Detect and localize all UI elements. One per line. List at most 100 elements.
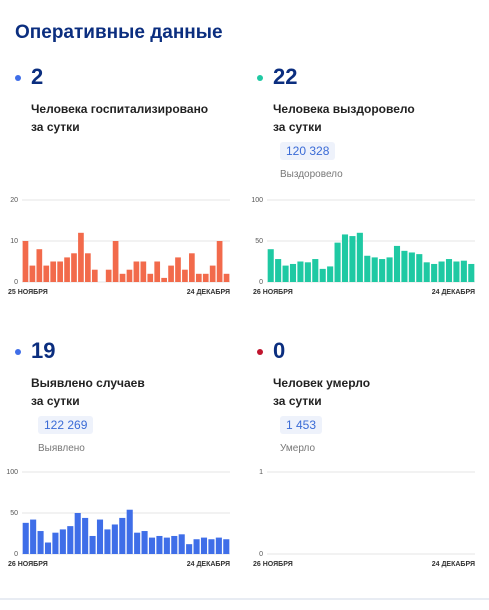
bar — [44, 542, 52, 554]
bar — [178, 534, 185, 554]
bar — [216, 241, 223, 282]
bar — [209, 265, 216, 282]
bottom-divider — [0, 598, 489, 600]
y-tick-label: 0 — [14, 551, 18, 558]
bar — [189, 253, 195, 282]
bar — [349, 236, 356, 282]
bar — [202, 273, 209, 282]
bar — [37, 531, 44, 554]
bar — [89, 535, 96, 554]
bar — [393, 245, 401, 282]
bar — [104, 529, 111, 554]
bar — [371, 257, 378, 282]
bar — [195, 273, 202, 282]
bar — [22, 241, 29, 282]
bar — [304, 262, 311, 282]
description-line-2: за сутки — [31, 120, 80, 134]
bar — [175, 257, 181, 282]
bar — [327, 266, 334, 282]
bar — [59, 529, 66, 554]
bar — [319, 268, 326, 282]
description-line-2: за сутки — [273, 394, 322, 408]
bar — [82, 517, 89, 554]
bar — [289, 263, 297, 282]
bar — [341, 234, 349, 282]
bar — [36, 249, 43, 282]
x-start-label: 26 НОЯБРЯ — [8, 561, 48, 568]
y-tick-label: 10 — [10, 238, 18, 245]
x-end-label: 24 ДЕКАБРЯ — [187, 289, 230, 296]
bar — [416, 254, 423, 282]
bar — [223, 539, 230, 554]
hospitalized-description: Человека госпитализировано за сутки — [31, 100, 208, 136]
bar — [386, 257, 393, 282]
detected-total-label: Выявлено — [38, 443, 85, 454]
deaths-count: 0 — [273, 338, 286, 363]
x-end-label: 24 ДЕКАБРЯ — [432, 289, 475, 296]
bar — [52, 532, 59, 554]
bar — [163, 537, 170, 554]
y-tick-label: 20 — [10, 197, 18, 204]
y-tick-label: 0 — [14, 279, 18, 286]
bar — [431, 263, 438, 282]
x-start-label: 26 НОЯБРЯ — [253, 289, 293, 296]
bar — [193, 539, 200, 554]
description-line-1: Человека госпитализировано — [31, 102, 209, 116]
panel-hospitalized: 2 Человека госпитализировано за сутки — [15, 64, 245, 336]
bar — [334, 242, 341, 282]
page-title: Оперативные данные — [15, 22, 223, 43]
recovered-total-label: Выздоровело — [280, 169, 343, 180]
bar — [460, 260, 467, 282]
description-line-2: за сутки — [273, 120, 322, 134]
x-start-label: 25 НОЯБРЯ — [8, 289, 48, 296]
bar — [379, 259, 386, 282]
panel-recovered: 22 Человека выздоровело за сутки 120 328… — [257, 64, 487, 336]
bar — [200, 537, 208, 554]
bar — [438, 261, 445, 282]
bar — [112, 241, 119, 282]
bar — [29, 265, 36, 282]
recovered-description: Человека выздоровело за сутки — [273, 100, 415, 136]
detected-count: 19 — [31, 338, 56, 363]
bar — [182, 269, 188, 282]
hospitalized-chart: 0 10 20 25 НОЯБРЯ 24 ДЕКАБРЯ — [8, 197, 230, 296]
detected-chart: 0 50 100 26 НОЯБРЯ 24 ДЕКАБРЯ — [6, 469, 230, 568]
bar — [148, 537, 156, 554]
bar — [297, 261, 304, 282]
bar — [208, 539, 215, 554]
bar — [140, 261, 147, 282]
bar — [161, 277, 167, 282]
bar — [91, 269, 98, 282]
deaths-total-label: Умерло — [280, 443, 316, 454]
bar — [105, 269, 112, 282]
bar — [67, 526, 74, 554]
bar — [57, 261, 63, 282]
bar — [30, 519, 37, 554]
bar — [133, 261, 140, 282]
description-line-1: Человек умерло — [273, 376, 371, 390]
bar — [171, 535, 178, 554]
bar — [364, 255, 371, 282]
y-tick-label: 50 — [255, 238, 263, 245]
panel-deaths: 0 Человек умерло за сутки 1 453 Умерло — [257, 338, 487, 610]
bar — [445, 259, 453, 282]
bar — [74, 513, 81, 554]
x-end-label: 24 ДЕКАБРЯ — [187, 561, 230, 568]
x-end-label: 24 ДЕКАБРЯ — [432, 561, 475, 568]
bar — [22, 522, 29, 554]
bar — [126, 509, 133, 554]
bar — [275, 259, 282, 282]
hospitalized-count: 2 — [31, 64, 44, 89]
bar — [119, 517, 126, 554]
bar — [468, 263, 475, 282]
bar — [126, 269, 133, 282]
y-tick-label: 0 — [259, 279, 263, 286]
bar — [408, 252, 415, 282]
panel-detected: 19 Выявлено случаев за сутки 122 269 Выя… — [15, 338, 245, 610]
y-tick-label: 1 — [259, 469, 263, 476]
bar — [50, 261, 57, 282]
bar — [215, 537, 222, 554]
status-dot — [257, 349, 263, 355]
y-tick-label: 0 — [259, 551, 263, 558]
description-line-1: Человека выздоровело — [273, 102, 415, 116]
